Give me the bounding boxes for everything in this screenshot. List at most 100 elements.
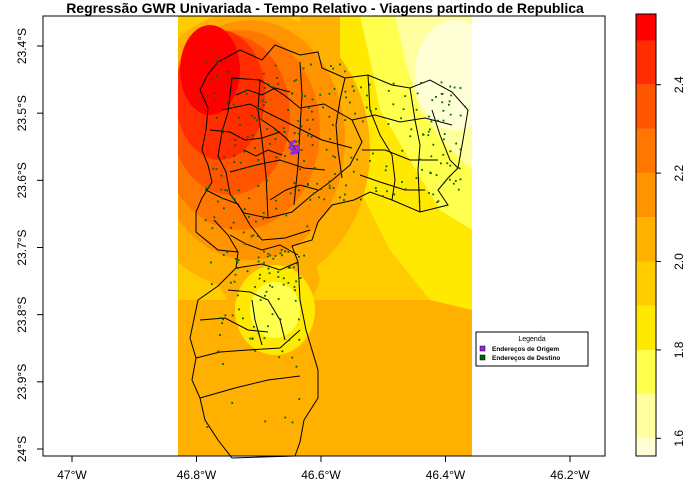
colorbar-bin — [636, 438, 656, 456]
destination-point — [360, 198, 362, 201]
destination-point — [323, 198, 326, 201]
destination-point — [428, 115, 430, 118]
colorbar-bin — [636, 305, 656, 350]
destination-point — [296, 262, 298, 265]
destination-point — [381, 195, 384, 197]
destination-point — [441, 101, 444, 104]
destination-point — [287, 109, 289, 111]
origin-point — [292, 140, 296, 143]
destination-point — [266, 179, 268, 182]
colorbar-tick-label: 2.4 — [672, 76, 686, 93]
destination-point — [242, 317, 244, 320]
destination-point — [271, 286, 274, 288]
destination-point — [453, 86, 456, 89]
destination-point — [226, 70, 229, 73]
destination-point — [328, 184, 331, 187]
origin-point — [290, 151, 294, 155]
destination-point — [365, 106, 368, 109]
destination-point — [222, 131, 224, 134]
destination-point — [262, 217, 265, 220]
x-tick-label: 46.4°W — [426, 468, 466, 482]
destination-point — [311, 144, 314, 146]
destination-point — [297, 120, 300, 122]
destination-point — [339, 172, 342, 174]
destination-point — [299, 168, 302, 171]
destination-point — [263, 280, 266, 282]
destination-point — [282, 127, 285, 130]
destination-point — [257, 332, 260, 335]
destination-point — [421, 168, 423, 171]
destination-point — [392, 103, 395, 106]
destination-point — [269, 143, 271, 145]
destination-point — [245, 89, 248, 92]
destination-point — [267, 267, 270, 270]
destination-point — [257, 256, 260, 259]
destination-point — [231, 78, 234, 81]
destination-point — [281, 350, 284, 353]
destination-point — [230, 226, 232, 229]
y-tick-label: 23.6°S — [15, 162, 29, 198]
destination-point — [277, 83, 279, 85]
destination-point — [287, 251, 290, 253]
origin-point — [293, 150, 297, 154]
destination-point — [258, 277, 261, 280]
destination-point — [428, 192, 430, 194]
destination-point — [242, 91, 245, 93]
destination-point — [415, 108, 418, 111]
plot-frame — [42, 15, 606, 457]
destination-point — [427, 134, 430, 137]
destination-point — [215, 168, 218, 170]
destination-point — [404, 188, 407, 191]
destination-point — [216, 61, 219, 64]
destination-point — [344, 70, 346, 73]
destination-point — [274, 64, 277, 67]
destination-point — [308, 128, 311, 131]
destination-point — [329, 138, 331, 140]
destination-point — [232, 103, 235, 106]
destination-point — [268, 272, 271, 275]
destination-point — [244, 243, 247, 245]
destination-point — [330, 65, 332, 67]
destination-point — [211, 227, 214, 230]
destination-point — [332, 155, 335, 158]
origin-point — [295, 151, 299, 155]
destination-point — [343, 199, 345, 201]
destination-point — [233, 161, 236, 163]
destination-point — [289, 192, 292, 195]
destination-point — [234, 273, 237, 276]
legend-destination-label: Endereços de Destino — [492, 355, 560, 362]
x-tick-label: 46.2°W — [550, 468, 590, 482]
destination-point — [400, 117, 402, 120]
destination-point — [457, 188, 460, 191]
destination-point — [205, 188, 207, 191]
destination-point — [231, 314, 234, 317]
map-title: Regressão GWR Univariada - Tempo Relativ… — [66, 0, 584, 16]
destination-point — [274, 129, 277, 132]
destination-point — [237, 189, 240, 192]
destination-point — [374, 187, 377, 189]
colorbar-bin — [636, 261, 656, 306]
destination-point — [251, 114, 254, 117]
legend-origin-label: Endereços de Origem — [492, 346, 559, 353]
destination-point — [418, 200, 421, 203]
destination-point — [293, 132, 296, 135]
destination-point — [375, 190, 378, 192]
destination-point — [291, 356, 294, 359]
destination-point — [328, 180, 331, 183]
destination-point — [223, 207, 225, 210]
destination-point — [220, 174, 223, 177]
destination-point — [436, 201, 439, 204]
destination-point — [257, 107, 259, 109]
origin-point — [296, 144, 300, 148]
destination-point — [217, 350, 220, 353]
destination-point — [262, 72, 265, 75]
destination-point — [297, 140, 300, 142]
destination-point — [344, 193, 346, 196]
destination-point — [404, 95, 407, 97]
destination-point — [263, 337, 266, 340]
destination-point — [344, 119, 346, 121]
destination-point — [452, 182, 455, 185]
destination-point — [352, 170, 355, 173]
destination-point — [253, 117, 256, 119]
gwr-surface — [178, 16, 472, 456]
